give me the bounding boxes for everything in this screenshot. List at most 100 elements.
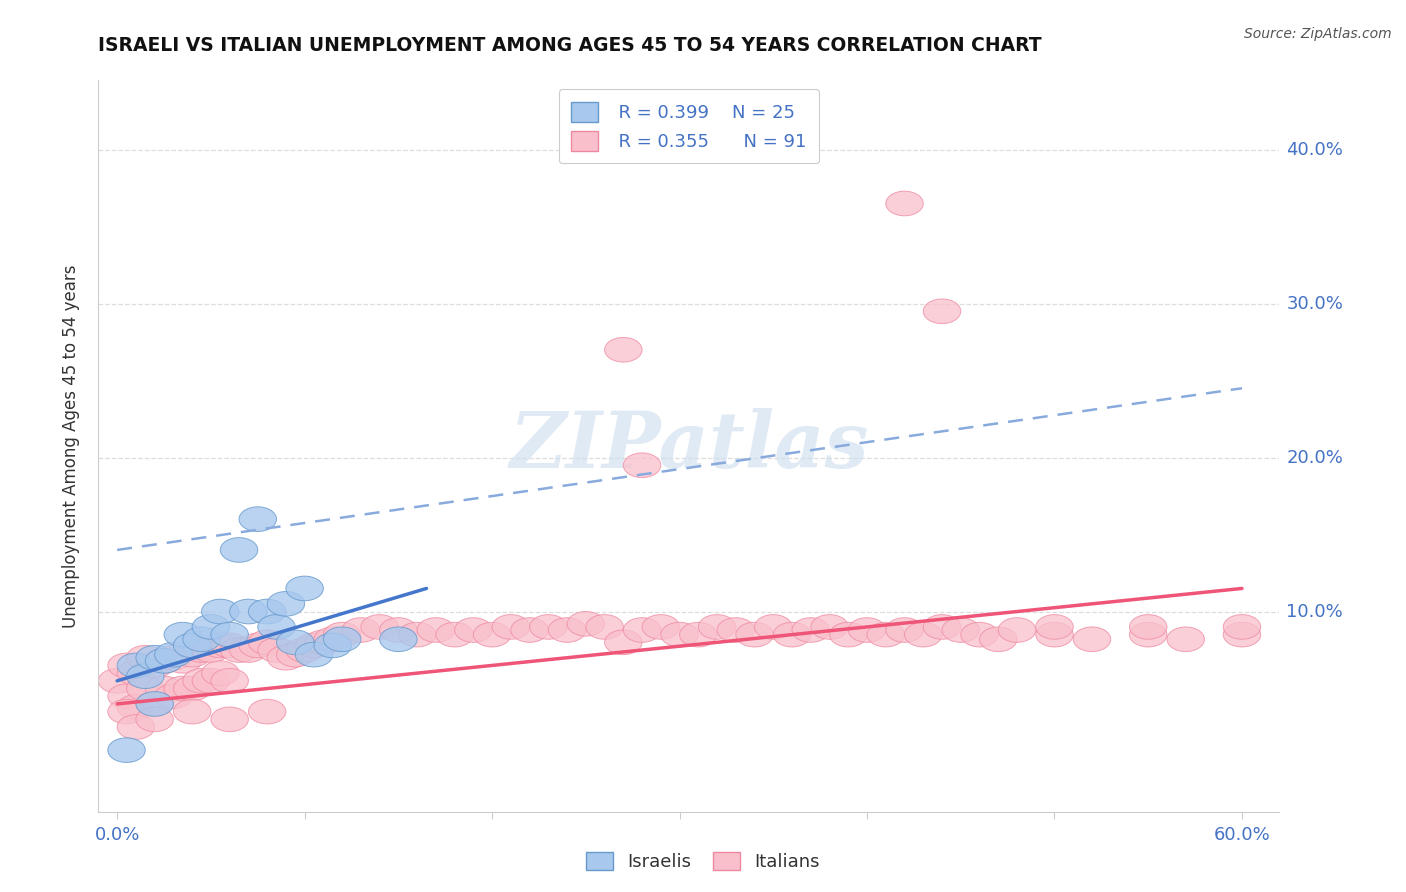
Ellipse shape xyxy=(173,676,211,701)
Ellipse shape xyxy=(679,623,717,647)
Ellipse shape xyxy=(811,615,848,640)
Ellipse shape xyxy=(830,623,868,647)
Ellipse shape xyxy=(492,615,530,640)
Text: ISRAELI VS ITALIAN UNEMPLOYMENT AMONG AGES 45 TO 54 YEARS CORRELATION CHART: ISRAELI VS ITALIAN UNEMPLOYMENT AMONG AG… xyxy=(98,36,1042,54)
Ellipse shape xyxy=(257,638,295,663)
Ellipse shape xyxy=(755,615,792,640)
Ellipse shape xyxy=(155,684,193,708)
Ellipse shape xyxy=(454,617,492,642)
Ellipse shape xyxy=(201,661,239,685)
Ellipse shape xyxy=(510,617,548,642)
Ellipse shape xyxy=(221,538,257,562)
Ellipse shape xyxy=(145,648,183,673)
Ellipse shape xyxy=(643,615,679,640)
Ellipse shape xyxy=(960,623,998,647)
Ellipse shape xyxy=(1129,615,1167,640)
Ellipse shape xyxy=(239,507,277,532)
Ellipse shape xyxy=(361,615,398,640)
Ellipse shape xyxy=(183,638,221,663)
Ellipse shape xyxy=(886,617,924,642)
Ellipse shape xyxy=(980,627,1017,651)
Ellipse shape xyxy=(211,623,249,647)
Ellipse shape xyxy=(548,617,586,642)
Ellipse shape xyxy=(277,630,314,655)
Ellipse shape xyxy=(221,638,257,663)
Ellipse shape xyxy=(155,646,193,670)
Ellipse shape xyxy=(267,591,305,616)
Ellipse shape xyxy=(173,642,211,667)
Text: Source: ZipAtlas.com: Source: ZipAtlas.com xyxy=(1244,27,1392,41)
Ellipse shape xyxy=(229,638,267,663)
Ellipse shape xyxy=(305,630,342,655)
Ellipse shape xyxy=(193,638,229,663)
Ellipse shape xyxy=(229,599,267,624)
Ellipse shape xyxy=(295,642,333,667)
Ellipse shape xyxy=(249,599,285,624)
Text: 30.0%: 30.0% xyxy=(1286,294,1343,312)
Ellipse shape xyxy=(1036,615,1073,640)
Ellipse shape xyxy=(474,623,510,647)
Ellipse shape xyxy=(249,699,285,724)
Ellipse shape xyxy=(314,633,352,657)
Ellipse shape xyxy=(717,617,755,642)
Ellipse shape xyxy=(342,617,380,642)
Legend:   R = 0.399    N = 25,   R = 0.355      N = 91: R = 0.399 N = 25, R = 0.355 N = 91 xyxy=(558,89,820,163)
Ellipse shape xyxy=(792,617,830,642)
Ellipse shape xyxy=(1223,615,1261,640)
Ellipse shape xyxy=(239,633,277,657)
Ellipse shape xyxy=(249,630,285,655)
Ellipse shape xyxy=(201,599,239,624)
Ellipse shape xyxy=(117,653,155,678)
Ellipse shape xyxy=(267,646,305,670)
Ellipse shape xyxy=(418,617,454,642)
Text: 10.0%: 10.0% xyxy=(1286,602,1343,621)
Y-axis label: Unemployment Among Ages 45 to 54 years: Unemployment Among Ages 45 to 54 years xyxy=(62,264,80,628)
Ellipse shape xyxy=(193,615,229,640)
Ellipse shape xyxy=(127,664,165,689)
Ellipse shape xyxy=(117,714,155,739)
Ellipse shape xyxy=(211,707,249,731)
Ellipse shape xyxy=(117,661,155,685)
Ellipse shape xyxy=(848,617,886,642)
Ellipse shape xyxy=(285,576,323,600)
Text: ZIPatlas: ZIPatlas xyxy=(509,408,869,484)
Ellipse shape xyxy=(117,695,155,719)
Ellipse shape xyxy=(277,642,314,667)
Text: 20.0%: 20.0% xyxy=(1286,449,1343,467)
Ellipse shape xyxy=(886,191,924,216)
Ellipse shape xyxy=(145,676,183,701)
Ellipse shape xyxy=(257,615,295,640)
Ellipse shape xyxy=(108,699,145,724)
Ellipse shape xyxy=(380,617,418,642)
Ellipse shape xyxy=(145,648,183,673)
Ellipse shape xyxy=(1167,627,1205,651)
Ellipse shape xyxy=(108,738,145,763)
Ellipse shape xyxy=(127,676,165,701)
Ellipse shape xyxy=(108,653,145,678)
Ellipse shape xyxy=(127,646,165,670)
Ellipse shape xyxy=(136,691,173,716)
Ellipse shape xyxy=(108,684,145,708)
Ellipse shape xyxy=(1073,627,1111,651)
Ellipse shape xyxy=(136,646,173,670)
Ellipse shape xyxy=(398,623,436,647)
Ellipse shape xyxy=(183,668,221,693)
Ellipse shape xyxy=(623,617,661,642)
Ellipse shape xyxy=(942,617,980,642)
Text: 40.0%: 40.0% xyxy=(1286,141,1343,159)
Ellipse shape xyxy=(699,615,735,640)
Ellipse shape xyxy=(904,623,942,647)
Ellipse shape xyxy=(1223,623,1261,647)
Ellipse shape xyxy=(380,627,418,651)
Ellipse shape xyxy=(98,668,136,693)
Ellipse shape xyxy=(165,623,201,647)
Ellipse shape xyxy=(211,633,249,657)
Ellipse shape xyxy=(323,627,361,651)
Ellipse shape xyxy=(586,615,623,640)
Ellipse shape xyxy=(661,623,699,647)
Ellipse shape xyxy=(868,623,904,647)
Ellipse shape xyxy=(201,633,239,657)
Ellipse shape xyxy=(136,653,173,678)
Ellipse shape xyxy=(998,617,1036,642)
Ellipse shape xyxy=(1036,623,1073,647)
